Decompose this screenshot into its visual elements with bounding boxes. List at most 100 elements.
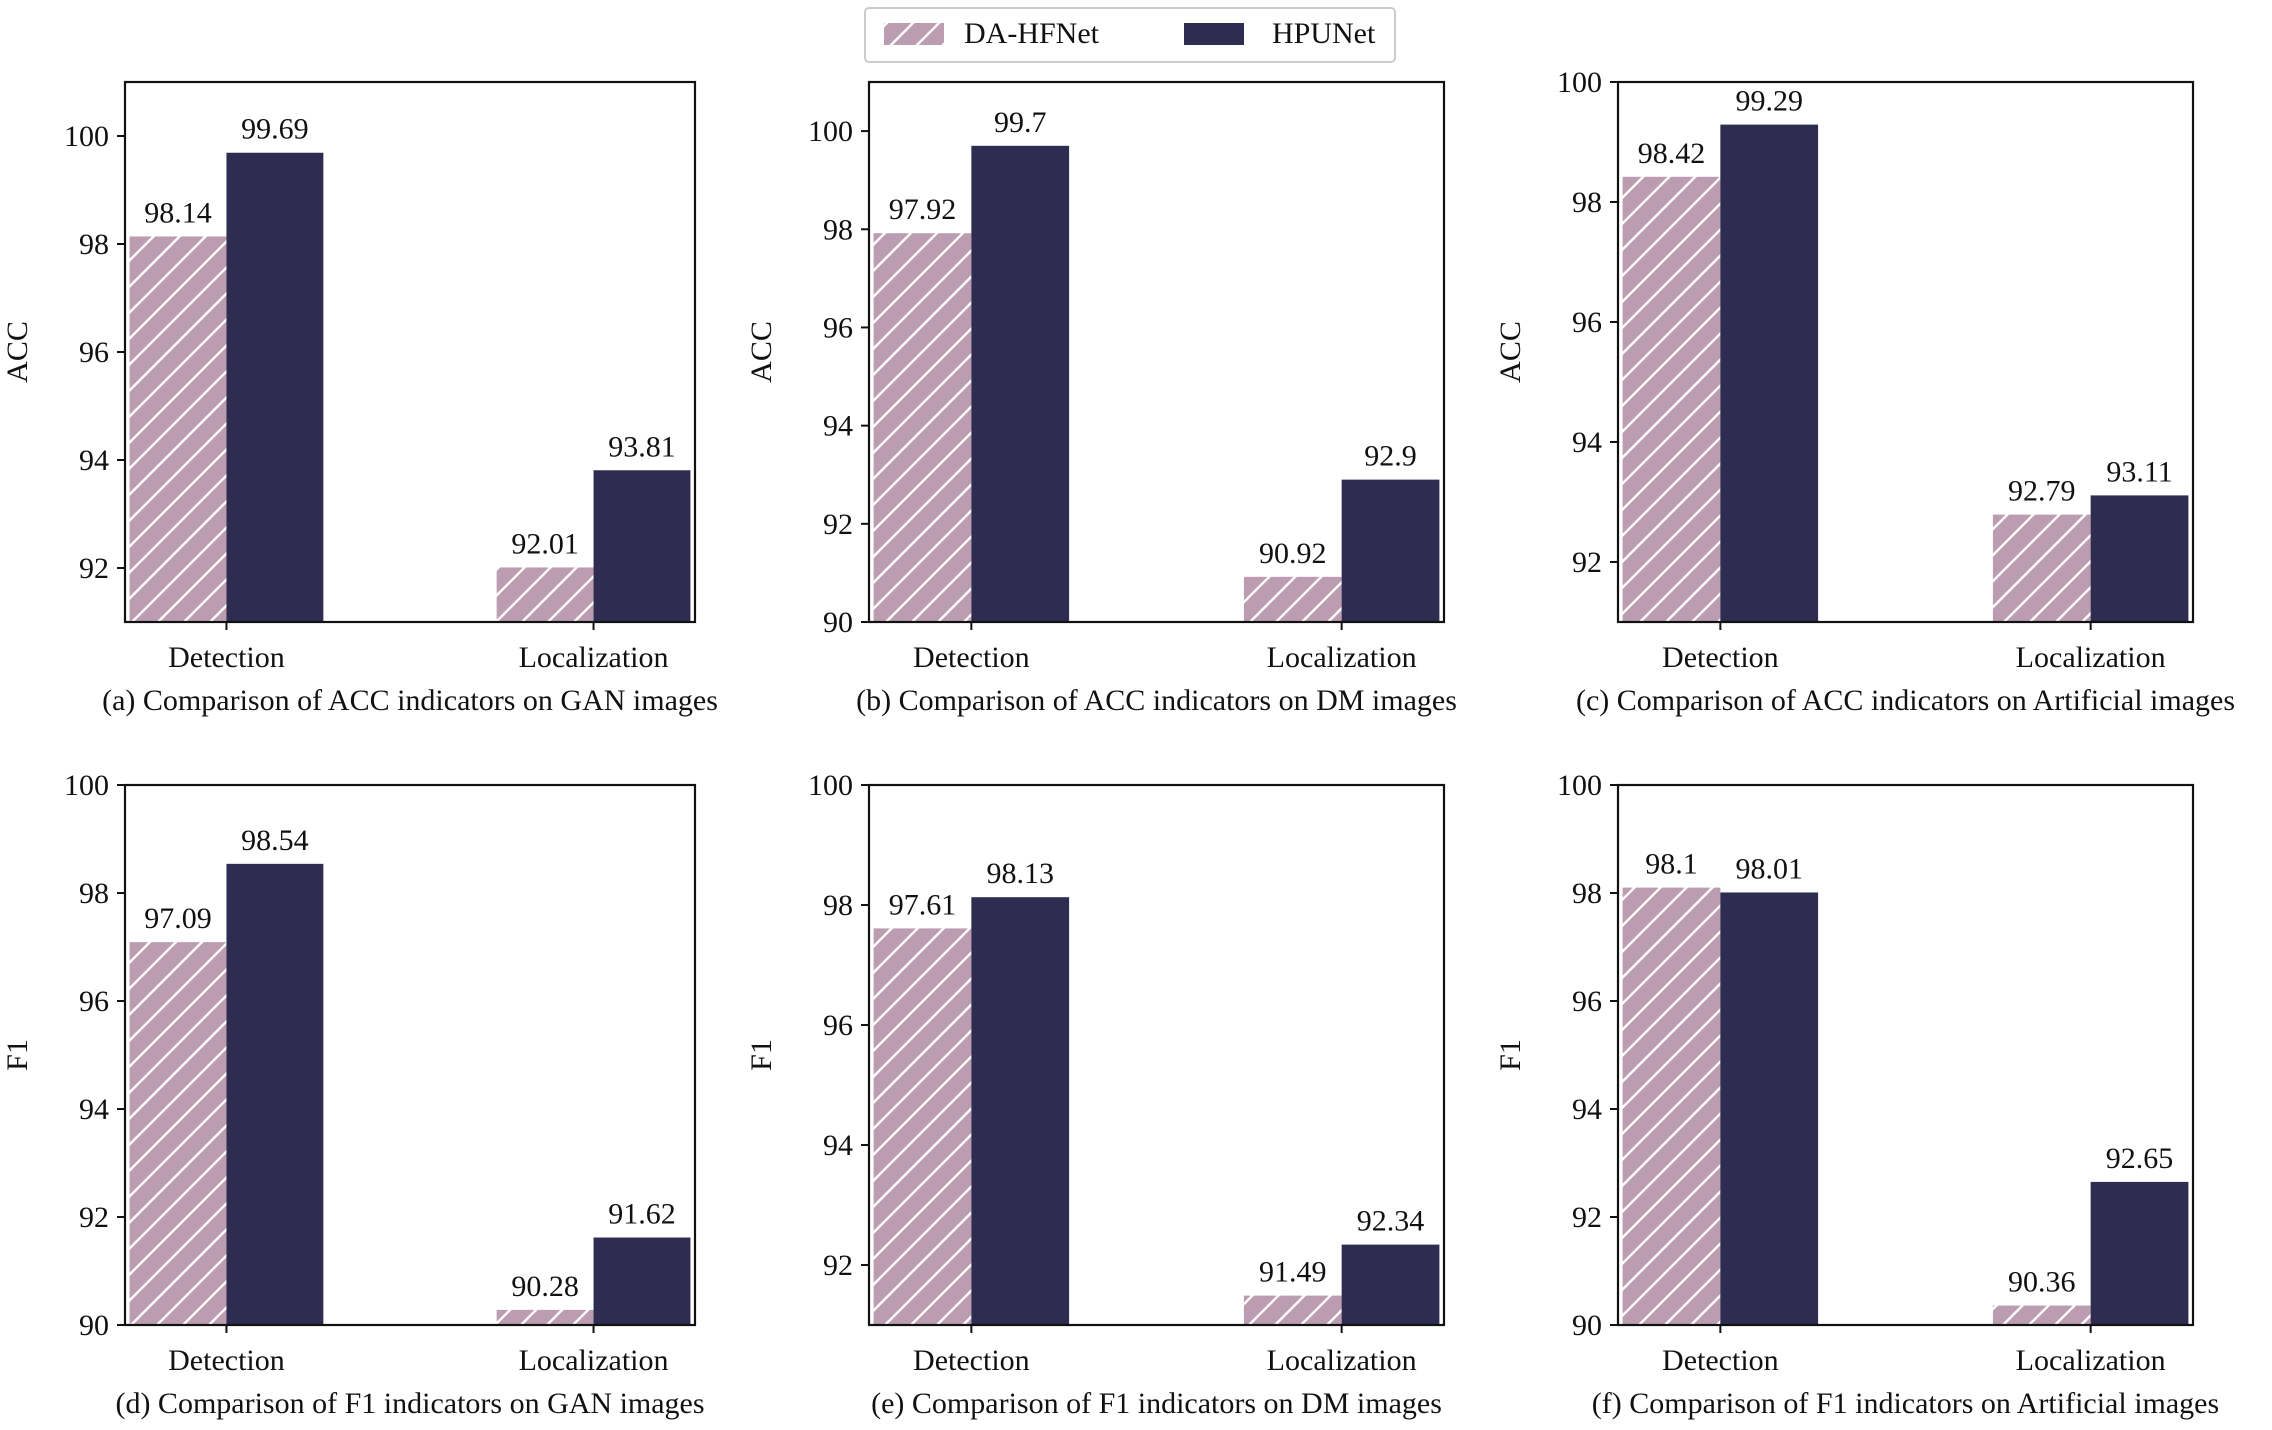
y-tick-label: 94 xyxy=(79,1093,109,1126)
x-tick-label: Detection xyxy=(168,641,285,674)
bar-hpunet-detection xyxy=(971,145,1070,622)
data-label-hpunet-detection: 98.13 xyxy=(986,857,1054,890)
bar-hpunet-localization xyxy=(593,1237,691,1325)
y-tick-label: 94 xyxy=(1572,1093,1602,1126)
y-tick-label: 94 xyxy=(823,1129,853,1162)
y-axis-label: ACC xyxy=(745,321,778,383)
y-tick-label: 98 xyxy=(1572,186,1602,219)
data-label-da-hfnet-detection: 97.92 xyxy=(889,193,957,226)
data-label-da-hfnet-localization: 90.28 xyxy=(511,1270,579,1303)
bar-da-hfnet-detection xyxy=(1622,176,1721,623)
y-tick-label: 100 xyxy=(64,769,109,802)
data-label-da-hfnet-detection: 98.14 xyxy=(144,196,212,229)
y-tick-label: 100 xyxy=(64,120,109,153)
bar-hpunet-detection xyxy=(1720,124,1819,622)
y-tick-label: 98 xyxy=(79,877,109,910)
axes-frame xyxy=(867,80,1446,624)
y-tick-label: 92 xyxy=(823,1249,853,1282)
x-tick-label: Detection xyxy=(168,1344,285,1377)
chart-panel-c: 98.42 99.29 Detection 92.79 93.11 Localizatio… xyxy=(1494,66,2235,717)
bar-da-hfnet-localization xyxy=(496,1309,594,1325)
bar-da-hfnet-localization xyxy=(1992,1305,2091,1325)
x-tick-label: Detection xyxy=(1662,641,1779,674)
bar-hpunet-detection xyxy=(971,897,1070,1325)
x-tick-label: Detection xyxy=(913,1344,1030,1377)
legend-swatch-da-hfnet xyxy=(884,23,944,45)
bar-hpunet-localization xyxy=(2090,495,2189,622)
chart-panel-d: 97.09 98.54 Detection 90.28 91.62 Localizatio… xyxy=(1,769,705,1420)
y-tick-label: 90 xyxy=(79,1309,109,1342)
chart-caption: (c) Comparison of ACC indicators on Arti… xyxy=(1576,684,2235,717)
bar-da-hfnet-detection xyxy=(1622,887,1721,1325)
legend-frame xyxy=(864,7,1396,63)
bar-da-hfnet-localization xyxy=(1243,576,1342,622)
y-tick-label: 94 xyxy=(823,410,853,443)
y-axis-label: F1 xyxy=(745,1039,778,1071)
y-tick-label: 92 xyxy=(79,1201,109,1234)
y-axis-label: ACC xyxy=(1494,321,1527,383)
chart-caption: (f) Comparison of F1 indicators on Artif… xyxy=(1592,1387,2219,1420)
y-tick-label: 92 xyxy=(79,552,109,585)
data-label-hpunet-localization: 92.9 xyxy=(1364,440,1417,473)
chart-caption: (b) Comparison of ACC indicators on DM i… xyxy=(856,684,1457,717)
axes-frame xyxy=(1616,783,2195,1327)
data-label-da-hfnet-localization: 92.01 xyxy=(511,527,579,560)
chart-caption: (a) Comparison of ACC indicators on GAN … xyxy=(102,684,718,717)
y-tick-label: 98 xyxy=(823,213,853,246)
data-label-hpunet-localization: 91.62 xyxy=(608,1198,676,1231)
y-tick-label: 96 xyxy=(823,1009,853,1042)
axes-frame xyxy=(123,783,697,1327)
x-tick-label: Detection xyxy=(1662,1344,1779,1377)
y-tick-label: 92 xyxy=(1572,1201,1602,1234)
bar-hpunet-detection xyxy=(226,863,324,1325)
data-label-hpunet-localization: 93.11 xyxy=(2106,455,2172,488)
bar-da-hfnet-detection xyxy=(129,236,227,622)
legend-swatch-hpunet xyxy=(1184,23,1244,45)
bar-da-hfnet-localization xyxy=(1243,1295,1342,1325)
x-tick-label: Localization xyxy=(519,641,669,674)
bar-hpunet-localization xyxy=(2090,1181,2189,1325)
y-tick-label: 96 xyxy=(1572,306,1602,339)
y-tick-label: 100 xyxy=(808,115,853,148)
y-axis-label: F1 xyxy=(1,1039,34,1071)
data-label-da-hfnet-localization: 92.79 xyxy=(2008,475,2076,508)
bar-da-hfnet-detection xyxy=(129,942,227,1325)
legend-label-hpunet: HPUNet xyxy=(1272,17,1376,50)
y-tick-label: 96 xyxy=(1572,985,1602,1018)
y-tick-label: 94 xyxy=(1572,426,1602,459)
data-label-da-hfnet-detection: 98.42 xyxy=(1638,137,1706,170)
bar-hpunet-localization xyxy=(1341,1244,1440,1325)
x-tick-label: Localization xyxy=(2016,1344,2166,1377)
y-tick-label: 100 xyxy=(1557,769,1602,802)
y-tick-label: 100 xyxy=(808,769,853,802)
y-tick-label: 96 xyxy=(79,985,109,1018)
axes-frame xyxy=(123,80,697,624)
data-label-da-hfnet-localization: 90.36 xyxy=(2008,1266,2076,1299)
y-tick-label: 96 xyxy=(79,336,109,369)
data-label-da-hfnet-detection: 97.09 xyxy=(144,902,212,935)
y-tick-label: 98 xyxy=(823,889,853,922)
bar-hpunet-localization xyxy=(593,470,691,622)
y-tick-label: 98 xyxy=(79,228,109,261)
y-axis-label: F1 xyxy=(1494,1039,1527,1071)
bar-da-hfnet-detection xyxy=(873,928,972,1325)
data-label-da-hfnet-localization: 90.92 xyxy=(1259,537,1327,570)
data-label-hpunet-detection: 99.29 xyxy=(1735,85,1803,118)
bar-da-hfnet-detection xyxy=(873,233,972,622)
y-tick-label: 94 xyxy=(79,444,109,477)
axes-frame xyxy=(1616,80,2195,624)
x-tick-label: Localization xyxy=(2016,641,2166,674)
y-axis-label: ACC xyxy=(1,321,34,383)
y-tick-label: 90 xyxy=(1572,1309,1602,1342)
axes-frame xyxy=(867,783,1446,1327)
bar-hpunet-localization xyxy=(1341,479,1440,622)
y-tick-label: 92 xyxy=(1572,546,1602,579)
data-label-da-hfnet-detection: 98.1 xyxy=(1645,848,1698,881)
chart-panel-a: 98.14 99.69 Detection 92.01 93.81 Localizatio… xyxy=(1,80,718,717)
x-tick-label: Detection xyxy=(913,641,1030,674)
data-label-hpunet-localization: 92.65 xyxy=(2106,1142,2174,1175)
y-tick-label: 98 xyxy=(1572,877,1602,910)
data-label-da-hfnet-detection: 97.61 xyxy=(889,888,957,921)
data-label-hpunet-detection: 98.01 xyxy=(1735,852,1803,885)
legend: DA-HFNet HPUNet xyxy=(864,7,1396,63)
